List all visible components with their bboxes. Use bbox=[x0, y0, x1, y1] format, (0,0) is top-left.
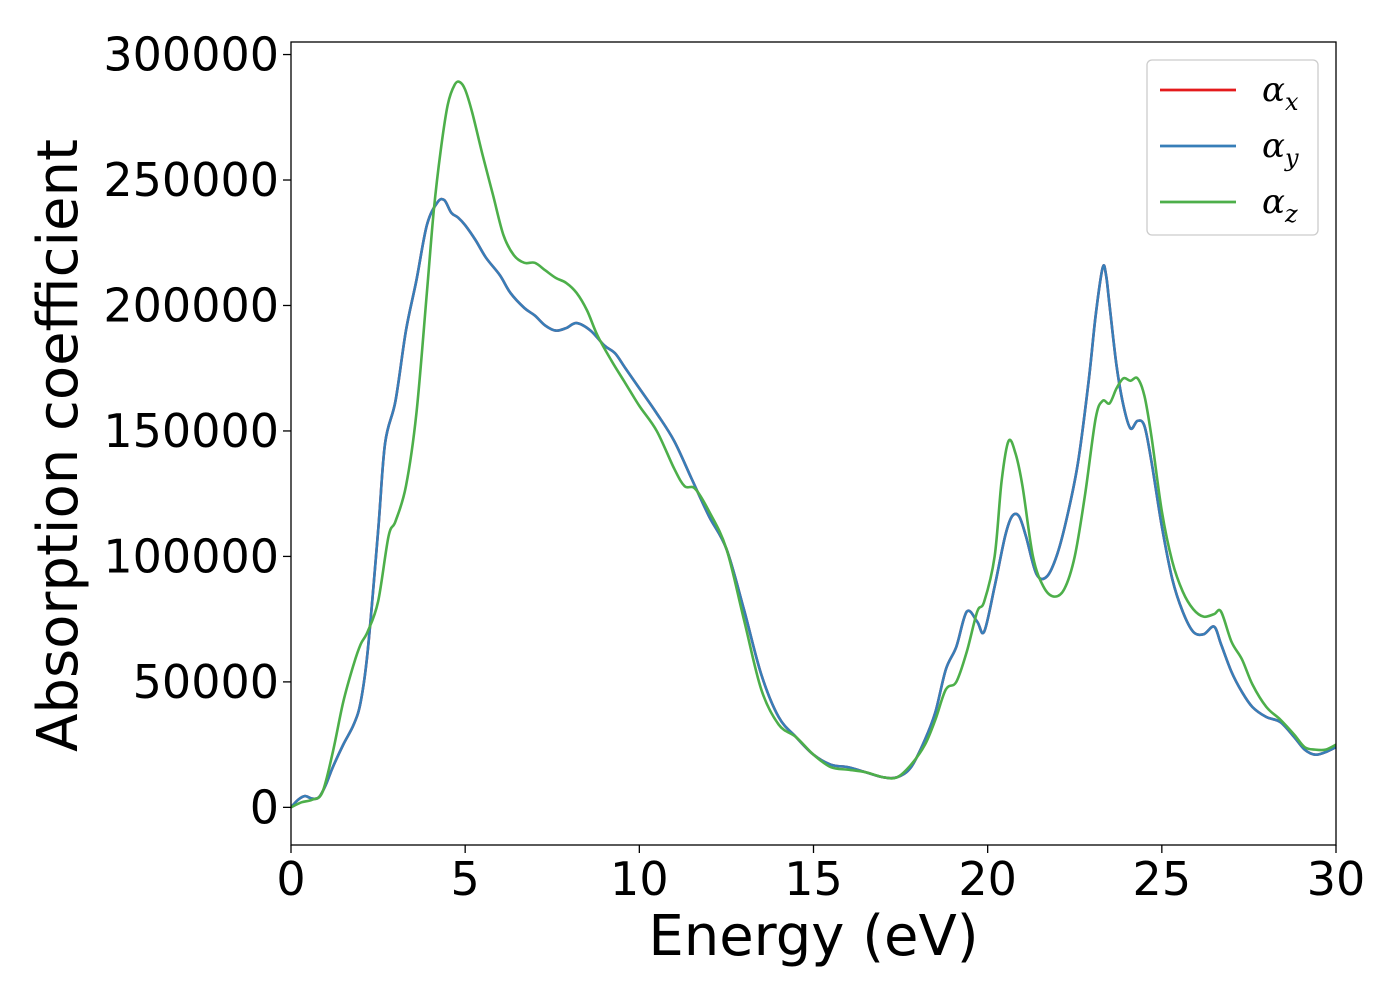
series-line-y bbox=[291, 197, 1336, 809]
legend-box bbox=[1146, 59, 1319, 236]
x-tick-label: 20 bbox=[958, 852, 1017, 906]
legend-entry-x: αx bbox=[1160, 70, 1299, 116]
y-tick-label: 0 bbox=[250, 780, 279, 834]
legend-entries: αx αy αz bbox=[1160, 70, 1299, 228]
legend-entry-y: αy bbox=[1160, 126, 1299, 172]
legend-label: αx bbox=[1262, 70, 1299, 116]
x-tick-label: 0 bbox=[276, 852, 305, 906]
y-tick-label: 50000 bbox=[133, 655, 279, 709]
y-axis: 0 50000 100000 150000 200000 250000 300000 bbox=[103, 28, 291, 834]
legend-entry-z: αz bbox=[1160, 182, 1298, 228]
legend-label: αz bbox=[1262, 182, 1298, 228]
y-tick-label: 250000 bbox=[103, 153, 279, 207]
y-tick-label: 300000 bbox=[103, 28, 279, 82]
x-axis-title: Energy (eV) bbox=[648, 904, 978, 969]
series-line-z bbox=[291, 80, 1336, 809]
x-axis: 0 5 10 15 20 25 30 bbox=[276, 845, 1365, 906]
x-tick-label: 15 bbox=[784, 852, 843, 906]
y-tick-label: 200000 bbox=[103, 278, 279, 332]
series-layer bbox=[291, 80, 1336, 809]
x-tick-label: 25 bbox=[1133, 852, 1192, 906]
legend-label: αy bbox=[1262, 126, 1299, 172]
series-line-x bbox=[291, 197, 1336, 809]
legend: αx αy αz bbox=[1146, 59, 1319, 236]
y-axis-title: Absorption coefficient bbox=[26, 139, 91, 752]
x-tick-label: 5 bbox=[451, 852, 480, 906]
y-tick-label: 100000 bbox=[103, 529, 279, 583]
x-tick-label: 30 bbox=[1307, 852, 1366, 906]
y-tick-label: 150000 bbox=[103, 404, 279, 458]
x-tick-label: 10 bbox=[610, 852, 669, 906]
